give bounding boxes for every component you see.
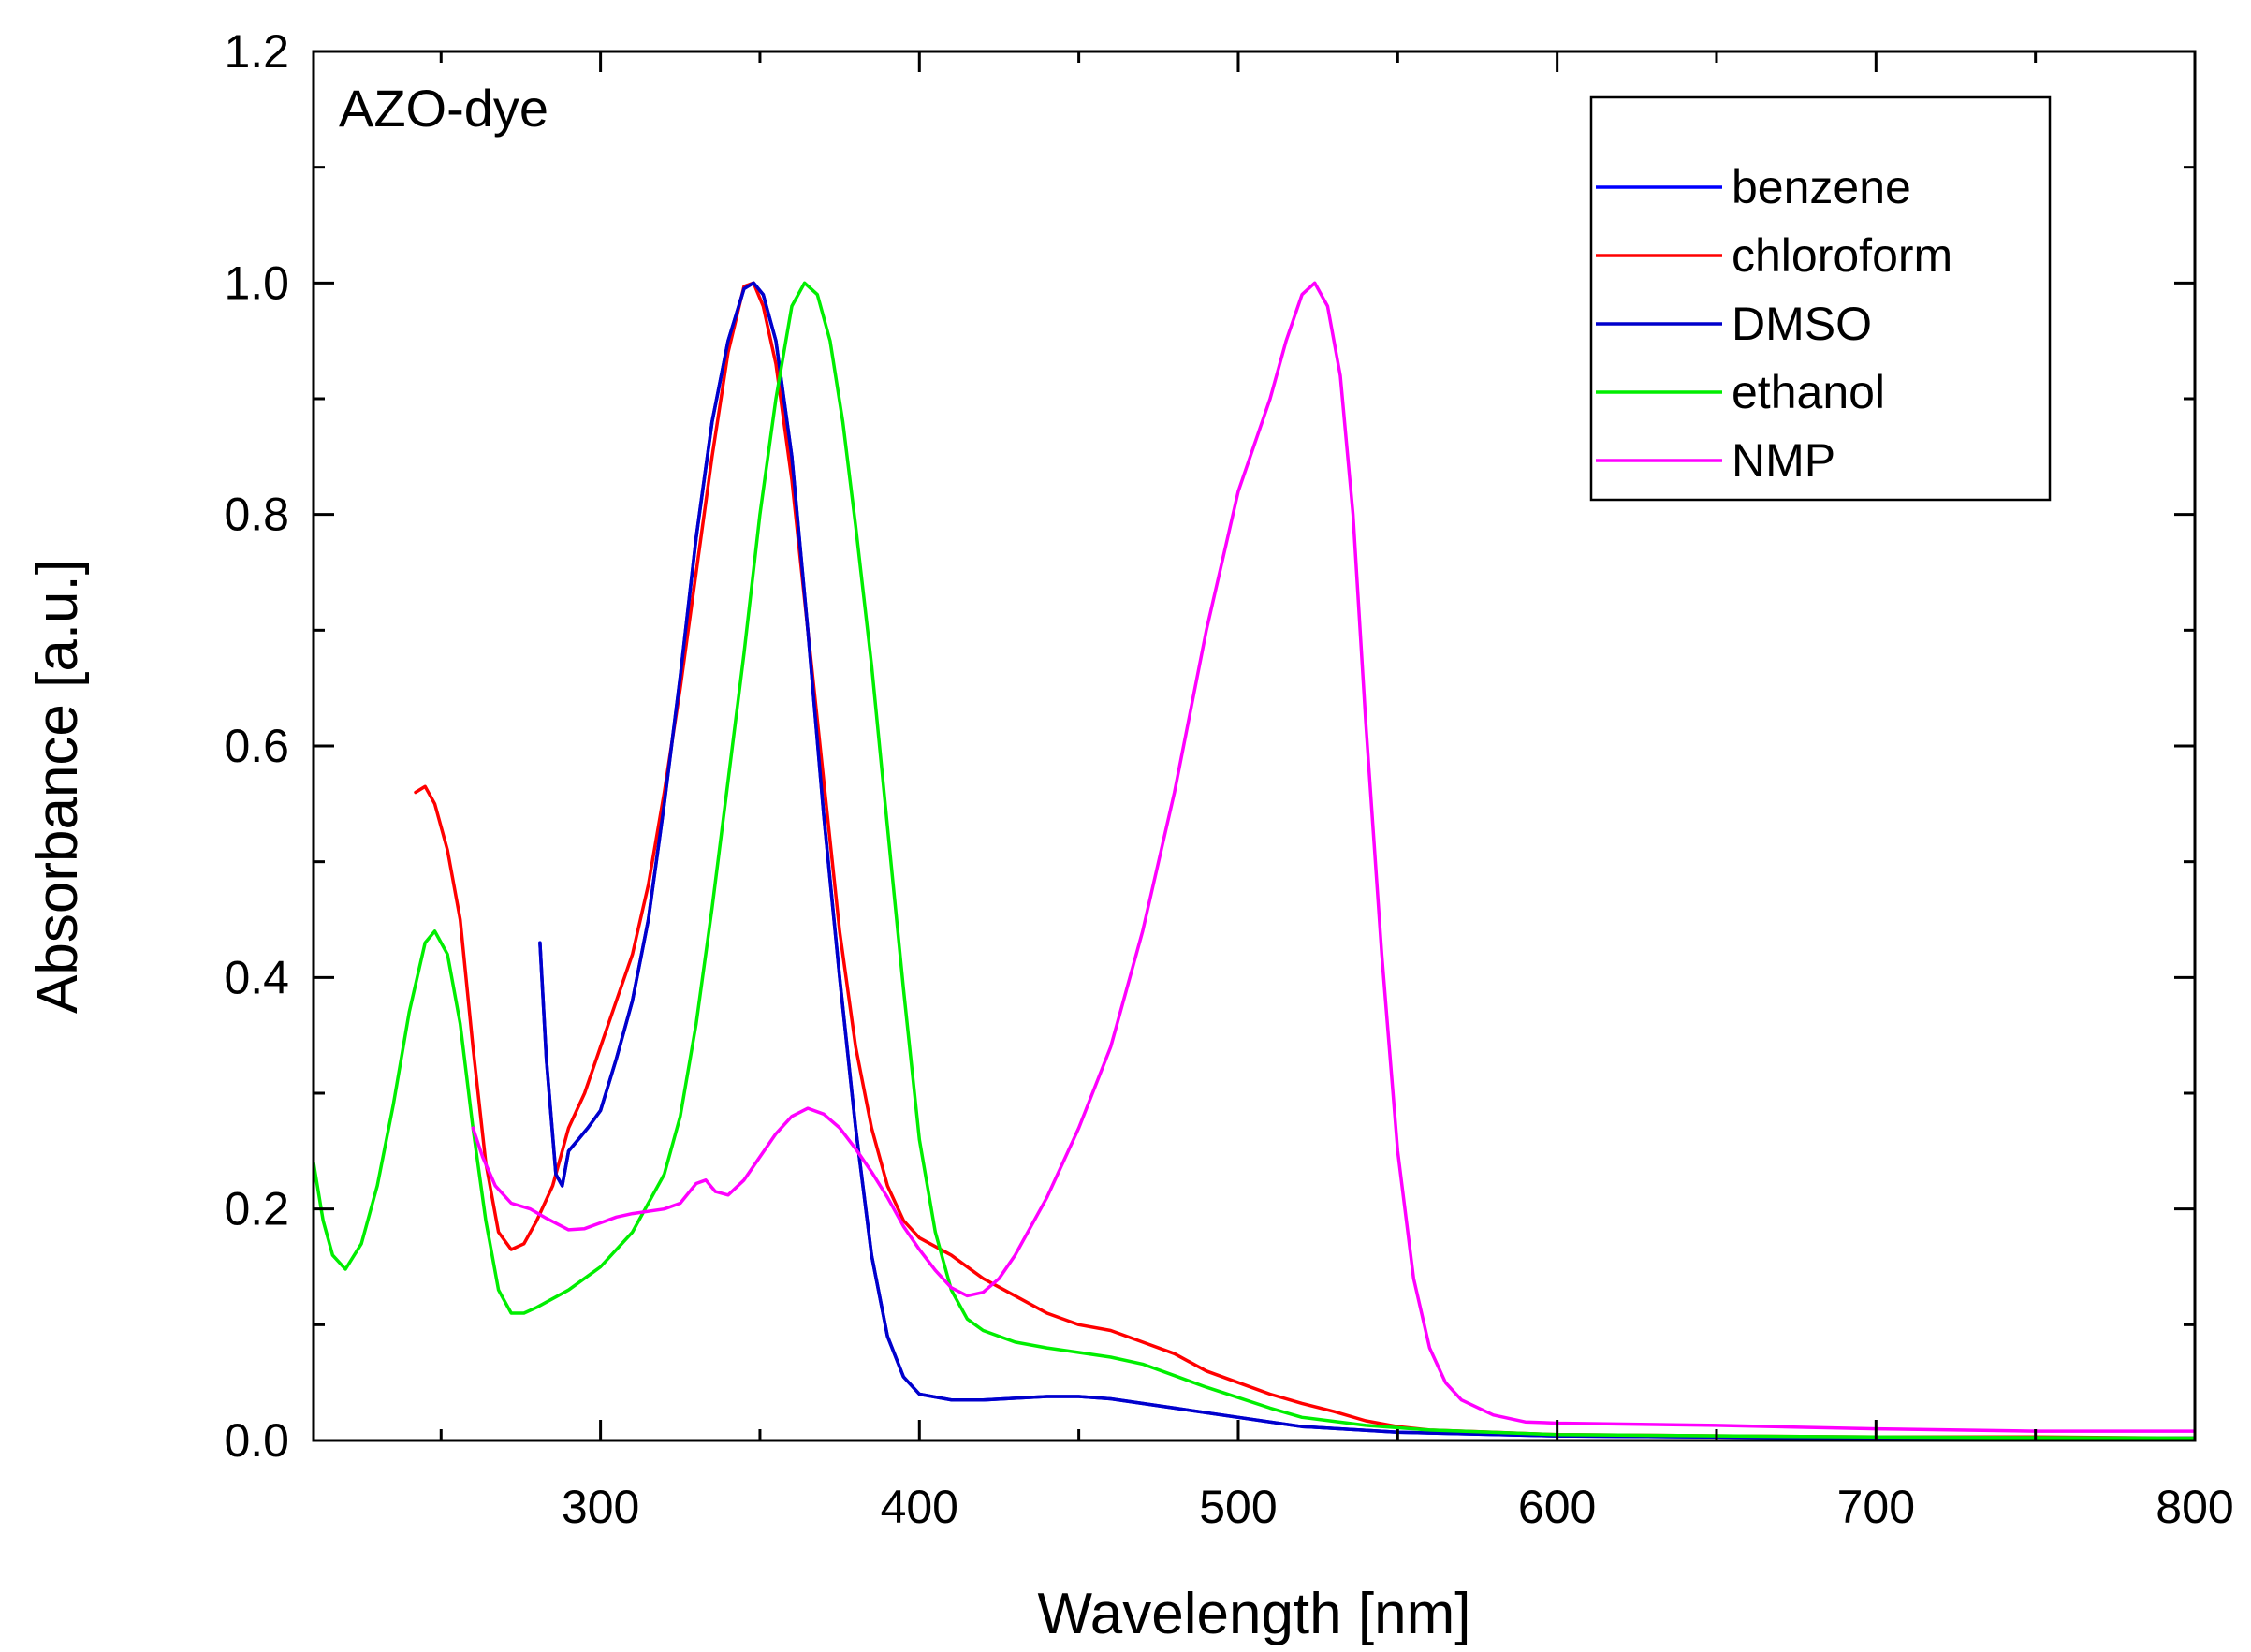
series-layer (314, 281, 2195, 1440)
y-tick-label: 0.2 (224, 1183, 289, 1235)
series-line-nmp (471, 281, 2195, 1433)
y-tick-label: 1.0 (224, 256, 289, 309)
x-tick-label: 800 (2156, 1481, 2233, 1533)
series-line-dmso (538, 281, 2195, 1440)
legend-label: benzene (1732, 161, 1911, 213)
x-tick-label: 400 (881, 1481, 958, 1533)
y-tick-label: 0.0 (224, 1414, 289, 1467)
chart-annotation: AZO-dye (339, 79, 548, 138)
legend-item-benzene: benzene (1596, 161, 1911, 213)
legend-label: NMP (1732, 434, 1835, 487)
ticks-layer: 300 400 500 600 700 800 0.0 0.2 0.4 0.6 0.8 1.0 1.2 (224, 25, 2233, 1533)
legend-label: ethanol (1732, 366, 1885, 418)
legend-item-dmso: DMSO (1596, 298, 1872, 350)
legend-item-ethanol: ethanol (1596, 366, 1885, 418)
series-line-ethanol (314, 281, 2195, 1440)
legend-label: chloroform (1732, 229, 1952, 282)
x-tick-label: 500 (1199, 1481, 1277, 1533)
x-tick-label: 700 (1837, 1481, 1915, 1533)
legend-item-nmp: NMP (1596, 434, 1835, 487)
legend-label: DMSO (1732, 298, 1872, 350)
x-tick-label: 600 (1518, 1481, 1596, 1533)
y-tick-label: 1.2 (224, 25, 289, 78)
y-tick-label: 0.6 (224, 720, 289, 772)
legend-box (1589, 95, 2052, 502)
y-tick-label: 0.4 (224, 951, 289, 1003)
x-axis-title: Wavelength [nm] (1038, 1582, 1471, 1646)
y-axis-title: Absorbance [a.u.] (25, 559, 90, 1014)
y-tick-label: 0.8 (224, 489, 289, 541)
legend-item-chloroform: chloroform (1596, 229, 1952, 282)
legend: benzene chloroform DMSO ethanol NMP (1589, 95, 2052, 502)
x-tick-label: 300 (562, 1481, 639, 1533)
